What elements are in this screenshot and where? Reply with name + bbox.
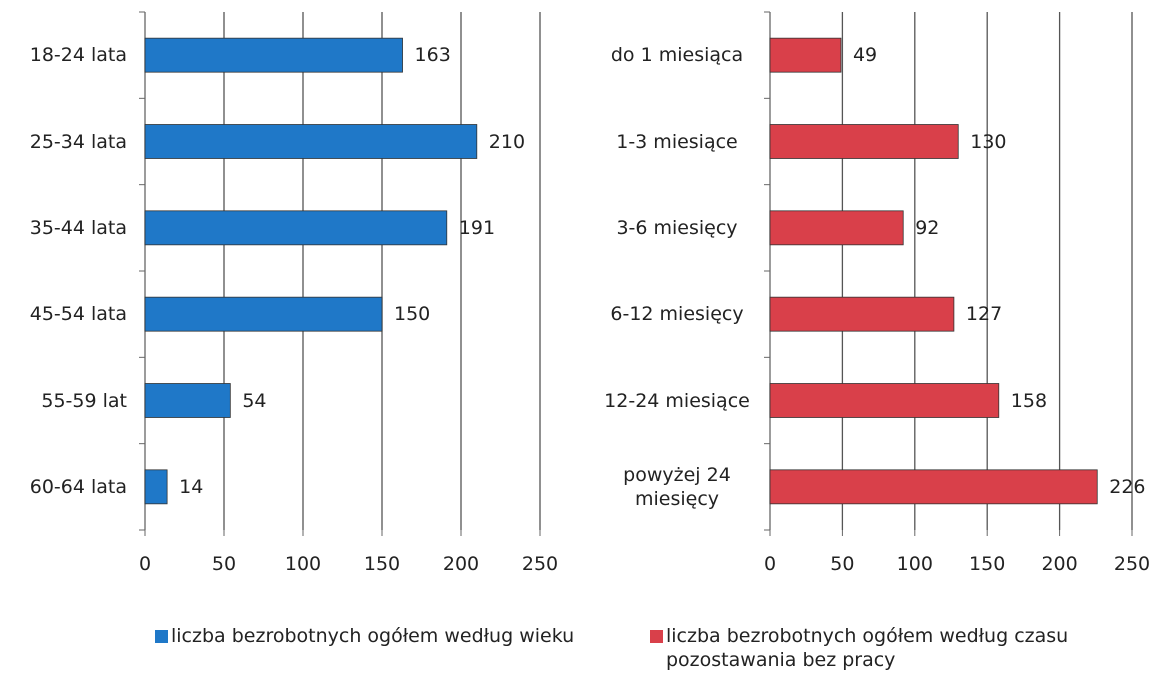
x-tick-label: 50 bbox=[211, 553, 237, 575]
data-label: 92 bbox=[915, 216, 940, 239]
x-tick-label: 250 bbox=[1113, 553, 1151, 575]
x-tick-label: 100 bbox=[284, 553, 322, 575]
y-tick-label: 6-12 miesięcy bbox=[610, 303, 744, 326]
bar bbox=[769, 37, 842, 73]
x-tick-label: 200 bbox=[442, 553, 480, 575]
data-label: 14 bbox=[179, 475, 204, 498]
bar bbox=[144, 124, 478, 159]
bar bbox=[144, 210, 448, 246]
bar bbox=[769, 210, 904, 246]
data-label: 226 bbox=[1109, 475, 1146, 498]
bar bbox=[769, 124, 959, 159]
x-tick-label: 250 bbox=[521, 553, 559, 575]
bar bbox=[769, 383, 1000, 418]
legend-label: liczba bezrobotnych ogółem według wieku bbox=[171, 625, 575, 647]
y-tick-label: 1-3 miesiące bbox=[616, 130, 738, 153]
data-label: 127 bbox=[965, 303, 1003, 326]
data-label: 210 bbox=[488, 130, 526, 153]
y-tick-label: 3-6 miesięcy bbox=[616, 216, 738, 239]
x-tick-label: 200 bbox=[1041, 553, 1078, 575]
y-tick-label: 35-44 lata bbox=[29, 216, 127, 239]
data-label: 130 bbox=[970, 130, 1007, 153]
data-label: 191 bbox=[458, 216, 496, 239]
y-tick-label: do 1 miesiąca bbox=[610, 44, 744, 67]
legend-swatch bbox=[155, 630, 168, 643]
y-tick-label: 18-24 lata bbox=[29, 44, 127, 67]
x-tick-label: 100 bbox=[896, 553, 933, 575]
y-tick-label: 60-64 lata bbox=[29, 475, 127, 498]
data-label: 54 bbox=[242, 389, 267, 412]
x-tick-label: 150 bbox=[969, 553, 1006, 575]
bar bbox=[144, 37, 403, 73]
y-tick-label: 25-34 lata bbox=[29, 130, 127, 153]
data-label: 163 bbox=[414, 44, 451, 67]
bar bbox=[144, 383, 231, 418]
x-tick-label: 150 bbox=[363, 553, 401, 575]
y-tick-label: powyżej 24 miesięcy bbox=[623, 463, 731, 510]
x-tick-label: 0 bbox=[138, 553, 152, 575]
data-label: 158 bbox=[1010, 389, 1048, 412]
y-tick-label: 55-59 lat bbox=[41, 389, 127, 412]
bar bbox=[144, 296, 383, 332]
y-tick-label: 12-24 miesiące bbox=[604, 389, 750, 412]
y-tick-label: 45-54 lata bbox=[29, 303, 127, 326]
bar bbox=[769, 296, 955, 332]
bar bbox=[769, 469, 1098, 505]
data-label: 150 bbox=[394, 303, 431, 326]
data-label: 49 bbox=[852, 44, 878, 67]
legend-swatch bbox=[650, 630, 663, 643]
bar bbox=[144, 469, 168, 505]
legend-label: liczba bezrobotnych ogółem według czasu … bbox=[666, 625, 1069, 671]
x-tick-label: 50 bbox=[830, 553, 855, 575]
x-tick-label: 0 bbox=[763, 553, 777, 575]
